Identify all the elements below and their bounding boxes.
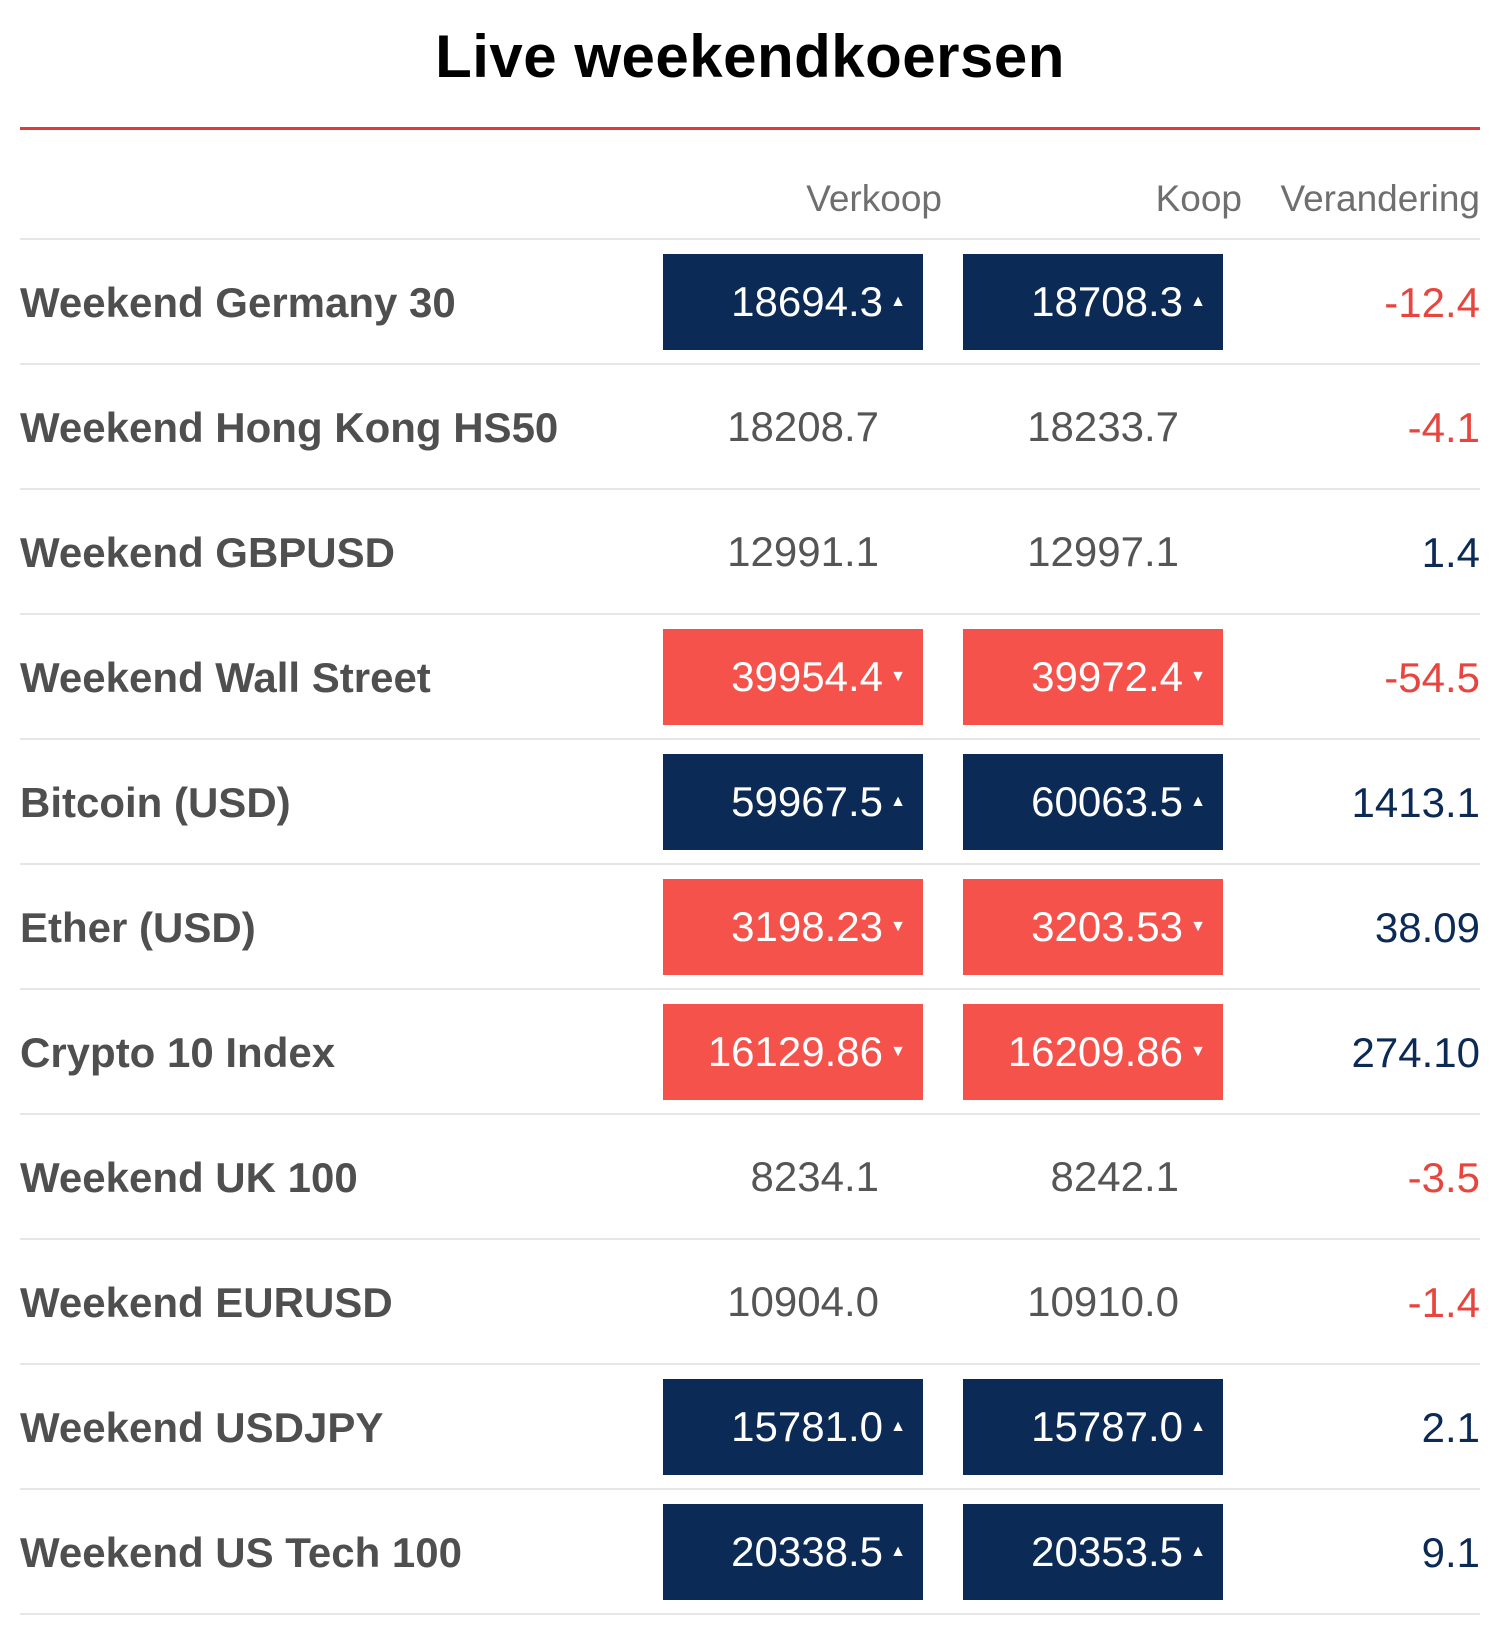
change-value: -4.1: [1407, 404, 1480, 451]
sell-price-cell[interactable]: 8234.1: [663, 1129, 923, 1225]
buy-price: 8242.1: [1050, 1153, 1179, 1200]
caret-down-icon: ▼: [1190, 918, 1206, 935]
instrument-name[interactable]: Weekend Germany 30: [20, 279, 456, 326]
buy-price: 12997.1: [1027, 528, 1179, 575]
caret-down-icon: ▼: [1190, 668, 1206, 685]
caret-up-icon: ▲: [1190, 1418, 1206, 1435]
instrument-name[interactable]: Weekend USDJPY: [20, 1404, 384, 1451]
table-row[interactable]: Ether (USD) 3198.23 ▼ 3203.53 ▼ 38.09: [20, 865, 1480, 990]
change-value: 38.09: [1374, 904, 1480, 951]
change-value: 274.10: [1351, 1029, 1480, 1076]
change-value: -3.5: [1407, 1154, 1480, 1201]
instrument-name[interactable]: Weekend EURUSD: [20, 1279, 393, 1326]
table-row[interactable]: Crypto 10 Index 16129.86 ▼ 16209.86 ▼ 274.…: [20, 990, 1480, 1115]
table-row[interactable]: Bitcoin (USD) 59967.5 ▲ 60063.5 ▲ 1413.1: [20, 740, 1480, 865]
title-divider: [20, 127, 1480, 130]
table-row[interactable]: Weekend Wall Street 39954.4 ▼ 39972.4 ▼ -5…: [20, 615, 1480, 740]
buy-price-cell[interactable]: 60063.5 ▲: [963, 754, 1223, 850]
instrument-name[interactable]: Ether (USD): [20, 904, 256, 951]
caret-down-icon: ▼: [890, 1043, 906, 1060]
sell-price: 16129.86: [707, 1028, 883, 1075]
sell-price-cell[interactable]: 15781.0 ▲: [663, 1379, 923, 1475]
table-row[interactable]: Weekend GBPUSD 12991.1 12997.1 1.4: [20, 490, 1480, 615]
caret-up-icon: ▲: [1190, 1543, 1206, 1560]
buy-price: 60063.5: [1031, 778, 1183, 825]
table-row[interactable]: Weekend EURUSD 10904.0 10910.0 -1.4: [20, 1240, 1480, 1365]
instrument-name[interactable]: Weekend GBPUSD: [20, 529, 395, 576]
buy-price: 10910.0: [1027, 1278, 1179, 1325]
table-row[interactable]: Weekend Hong Kong HS50 18208.7 18233.7 -…: [20, 365, 1480, 490]
column-header-change: Verandering: [1280, 178, 1480, 219]
sell-price-cell[interactable]: 16129.86 ▼: [663, 1004, 923, 1100]
buy-price-cell[interactable]: 16209.86 ▼: [963, 1004, 1223, 1100]
instrument-name[interactable]: Bitcoin (USD): [20, 779, 291, 826]
instrument-name[interactable]: Weekend US Tech 100: [20, 1529, 462, 1576]
sell-price: 39954.4: [731, 653, 883, 700]
caret-up-icon: ▲: [890, 293, 906, 310]
sell-price: 10904.0: [727, 1278, 879, 1325]
instrument-name[interactable]: Weekend Wall Street: [20, 654, 431, 701]
table-row[interactable]: Weekend Germany 30 18694.3 ▲ 18708.3 ▲ -12…: [20, 240, 1480, 365]
change-value: 9.1: [1421, 1529, 1480, 1576]
sell-price: 59967.5: [731, 778, 883, 825]
buy-price: 20353.5: [1031, 1528, 1183, 1575]
sell-price: 18694.3: [731, 278, 883, 325]
buy-price-cell[interactable]: 15787.0 ▲: [963, 1379, 1223, 1475]
sell-price: 8234.1: [750, 1153, 879, 1200]
sell-price: 18208.7: [727, 403, 879, 450]
buy-price: 16209.86: [1007, 1028, 1183, 1075]
sell-price: 12991.1: [727, 528, 879, 575]
caret-up-icon: ▲: [890, 1543, 906, 1560]
caret-down-icon: ▼: [890, 668, 906, 685]
instrument-name[interactable]: Weekend Hong Kong HS50: [20, 404, 559, 451]
sell-price: 15781.0: [731, 1403, 883, 1450]
sell-price-cell[interactable]: 39954.4 ▼: [663, 629, 923, 725]
sell-price-cell[interactable]: 20338.5 ▲: [663, 1504, 923, 1600]
buy-price-cell[interactable]: 18233.7: [963, 379, 1223, 475]
buy-price-cell[interactable]: 39972.4 ▼: [963, 629, 1223, 725]
sell-price-cell[interactable]: 59967.5 ▲: [663, 754, 923, 850]
caret-up-icon: ▲: [890, 793, 906, 810]
sell-price-cell[interactable]: 10904.0: [663, 1254, 923, 1350]
column-header-sell: Verkoop: [806, 178, 942, 219]
sell-price-cell[interactable]: 18208.7: [663, 379, 923, 475]
buy-price: 18233.7: [1027, 403, 1179, 450]
caret-up-icon: ▲: [890, 1418, 906, 1435]
buy-price-cell[interactable]: 3203.53 ▼: [963, 879, 1223, 975]
buy-price-cell[interactable]: 10910.0: [963, 1254, 1223, 1350]
table-row[interactable]: Weekend US Tech 100 20338.5 ▲ 20353.5 ▲ 9.…: [20, 1490, 1480, 1615]
change-value: -54.5: [1384, 654, 1480, 701]
sell-price-cell[interactable]: 3198.23 ▼: [663, 879, 923, 975]
caret-down-icon: ▼: [890, 918, 906, 935]
buy-price: 15787.0: [1031, 1403, 1183, 1450]
change-value: -1.4: [1407, 1279, 1480, 1326]
buy-price: 18708.3: [1031, 278, 1183, 325]
change-value: 1.4: [1421, 529, 1480, 576]
sell-price: 3198.23: [731, 903, 883, 950]
buy-price-cell[interactable]: 18708.3 ▲: [963, 254, 1223, 350]
buy-price: 39972.4: [1031, 653, 1183, 700]
column-header-buy: Koop: [1155, 178, 1242, 219]
table-row[interactable]: Weekend USDJPY 15781.0 ▲ 15787.0 ▲ 2.1: [20, 1365, 1480, 1490]
instrument-name[interactable]: Crypto 10 Index: [20, 1029, 336, 1076]
change-value: 2.1: [1421, 1404, 1480, 1451]
table-header: Verkoop Koop Verandering: [20, 168, 1480, 240]
sell-price-cell[interactable]: 12991.1: [663, 504, 923, 600]
change-value: 1413.1: [1351, 779, 1480, 826]
caret-up-icon: ▲: [1190, 293, 1206, 310]
table-row[interactable]: Weekend UK 100 8234.1 8242.1 -3.5: [20, 1115, 1480, 1240]
rates-table-body: Weekend Germany 30 18694.3 ▲ 18708.3 ▲ -12…: [20, 240, 1480, 1615]
caret-up-icon: ▲: [1190, 793, 1206, 810]
page-title: Live weekendkoersen: [435, 23, 1065, 90]
instrument-name[interactable]: Weekend UK 100: [20, 1154, 358, 1201]
sell-price: 20338.5: [731, 1528, 883, 1575]
buy-price-cell[interactable]: 20353.5 ▲: [963, 1504, 1223, 1600]
buy-price: 3203.53: [1031, 903, 1183, 950]
sell-price-cell[interactable]: 18694.3 ▲: [663, 254, 923, 350]
change-value: -12.4: [1384, 279, 1480, 326]
buy-price-cell[interactable]: 8242.1: [963, 1129, 1223, 1225]
buy-price-cell[interactable]: 12997.1: [963, 504, 1223, 600]
caret-down-icon: ▼: [1190, 1043, 1206, 1060]
